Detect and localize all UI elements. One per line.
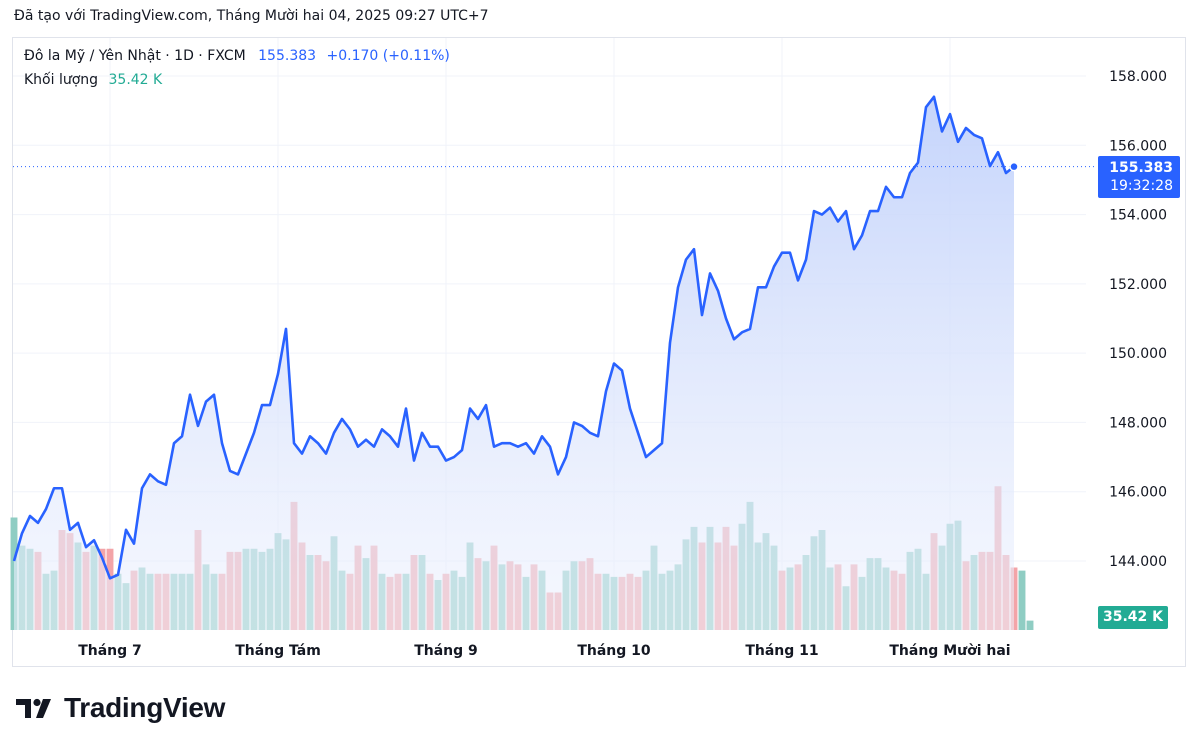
y-tick-label: 148.000 xyxy=(1109,415,1167,431)
y-tick-label: 146.000 xyxy=(1109,485,1167,501)
volume-bar xyxy=(1026,620,1034,630)
y-tick-label: 152.000 xyxy=(1109,277,1167,293)
legend-volume-row: Khối lượng 35.42 K xyxy=(24,72,162,88)
y-tick-label: 158.000 xyxy=(1109,69,1167,85)
chart-caption: Đã tạo với TradingView.com, Tháng Mười h… xyxy=(14,8,489,24)
symbol-label[interactable]: Đô la Mỹ / Yên Nhật · 1D · FXCM xyxy=(24,48,246,64)
bar-countdown: 19:32:28 xyxy=(1110,178,1173,194)
tradingview-logo[interactable]: TradingView xyxy=(16,692,225,724)
brand-name: TradingView xyxy=(64,692,226,723)
y-tick-label: 156.000 xyxy=(1109,138,1167,154)
chart-frame[interactable] xyxy=(12,37,1186,667)
legend-symbol-row: Đô la Mỹ / Yên Nhật · 1D · FXCM 155.383 … xyxy=(24,48,450,64)
tradingview-logo-icon xyxy=(16,698,51,718)
price-area xyxy=(14,96,1014,631)
legend-volume-value: 35.42 K xyxy=(108,72,163,88)
x-tick-label: Tháng 10 xyxy=(577,643,651,659)
y-axis-ticks: 158.000 156.000 154.000 152.000 150.000 148.0… xyxy=(1109,69,1167,570)
last-price-value: 155.383 xyxy=(1109,160,1173,176)
volume-bar xyxy=(1018,570,1026,630)
y-tick-label: 154.000 xyxy=(1109,208,1167,224)
last-volume-tag: 35.42 K xyxy=(1098,606,1168,629)
last-price-point xyxy=(1009,161,1019,172)
x-tick-label: Tháng 7 xyxy=(78,643,142,659)
x-tick-label: Tháng Tám xyxy=(235,643,321,659)
price-area-fill xyxy=(14,96,1014,631)
legend-price: 155.383 xyxy=(258,48,317,64)
x-axis-ticks: Tháng 7 Tháng Tám Tháng 9 Tháng 10 Tháng 11 T… xyxy=(78,643,1010,659)
x-tick-label: Tháng 11 xyxy=(745,643,818,659)
last-price-tag: 155.383 19:32:28 xyxy=(1098,156,1180,198)
price-series-line xyxy=(12,95,1015,580)
price-line xyxy=(12,95,1096,580)
legend-change: +0.170 (+0.11%) xyxy=(326,48,450,64)
y-tick-label: 150.000 xyxy=(1109,346,1167,362)
volume-label[interactable]: Khối lượng xyxy=(24,72,99,88)
x-tick-label: Tháng Mười hai xyxy=(889,643,1010,659)
y-tick-label: 144.000 xyxy=(1109,554,1167,570)
x-tick-label: Tháng 9 xyxy=(414,643,478,659)
